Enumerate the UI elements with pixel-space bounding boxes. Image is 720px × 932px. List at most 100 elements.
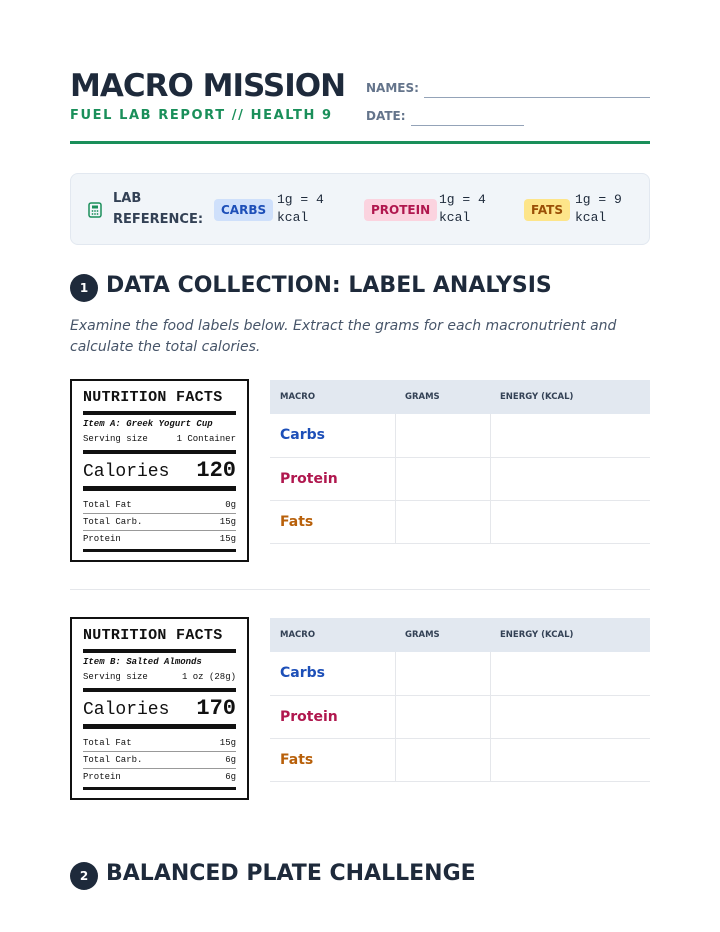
energy-cell[interactable] (490, 695, 650, 739)
macro-name: Fats (270, 500, 396, 544)
nutrient-row: Total Fat 15g (83, 735, 236, 752)
reference-label: LAB REFERENCE: (113, 191, 204, 227)
nutrient-label: Protein (83, 772, 121, 782)
table-row: Carbs (270, 414, 650, 458)
table-row: Protein (270, 457, 650, 501)
reference-box: LAB REFERENCE: CARBS 1g = 4 kcal PROTEIN… (70, 173, 650, 245)
table-row: Fats (270, 738, 650, 782)
macro-name: Carbs (270, 414, 396, 458)
serving-value: 1 Container (176, 434, 236, 444)
grams-cell[interactable] (395, 738, 491, 782)
names-label: NAMES: (366, 81, 419, 95)
nutrient-label: Total Carb. (83, 755, 143, 765)
energy-cell[interactable] (490, 500, 650, 544)
nutrient-value: 15g (219, 517, 236, 527)
fats-value: 1g = 9 kcal (575, 192, 622, 225)
calories-row: Calories 120 (83, 458, 236, 483)
title: MACRO MISSION (70, 68, 346, 104)
section-title: DATA COLLECTION: LABEL ANALYSIS (106, 273, 552, 298)
instructions: Examine the food labels below. Extract t… (70, 318, 617, 355)
carbs-tag: CARBS (214, 199, 274, 221)
date-field[interactable] (411, 125, 524, 126)
rule (83, 450, 236, 454)
energy-cell[interactable] (490, 652, 650, 696)
grams-cell[interactable] (395, 695, 491, 739)
macro-name: Protein (270, 695, 396, 739)
nutrient-row: Total Carb. 15g (83, 514, 236, 531)
nutrient-label: Total Fat (83, 500, 132, 510)
grams-cell[interactable] (395, 652, 491, 696)
facts-title: NUTRITION FACTS (83, 627, 223, 644)
nutrition-label: NUTRITION FACTS Item A: Greek Yogurt Cup… (70, 379, 249, 562)
macro-table: MACRO GRAMS ENERGY (KCAL) Carbs Protein Fa… (270, 618, 650, 782)
macro-table: MACRO GRAMS ENERGY (KCAL) Carbs Protein Fa… (270, 380, 650, 544)
nutrient-value: 6g (225, 772, 236, 782)
calories-label: Calories (83, 462, 170, 482)
fats-tag: FATS (524, 199, 571, 221)
table-header: MACRO GRAMS ENERGY (KCAL) (270, 618, 650, 652)
nutrient-label: Protein (83, 534, 121, 544)
facts-title: NUTRITION FACTS (83, 389, 223, 406)
nutrient-value: 0g (225, 500, 236, 510)
macro-name: Carbs (270, 652, 396, 696)
nutrient-value: 15g (219, 738, 236, 748)
serving-row: Serving size 1 oz (28g) (83, 672, 236, 682)
grams-cell[interactable] (395, 457, 491, 501)
table-row: Carbs (270, 652, 650, 696)
column-header: GRAMS (395, 380, 490, 414)
names-field[interactable] (424, 97, 650, 98)
column-header: ENERGY (KCAL) (490, 380, 650, 414)
protein-value: 1g = 4 kcal (439, 192, 486, 225)
table-row: Protein (270, 695, 650, 739)
column-header: MACRO (270, 618, 395, 652)
serving-label: Serving size (83, 672, 148, 682)
nutrient-value: 6g (225, 755, 236, 765)
date-label: DATE: (366, 109, 406, 123)
rule (83, 486, 236, 491)
item-name: Item B: Salted Almonds (83, 657, 202, 667)
column-header: ENERGY (KCAL) (490, 618, 650, 652)
calories-label: Calories (83, 700, 170, 720)
column-header: GRAMS (395, 618, 490, 652)
table-header: MACRO GRAMS ENERGY (KCAL) (270, 380, 650, 414)
nutrition-label: NUTRITION FACTS Item B: Salted Almonds S… (70, 617, 249, 800)
rule (83, 649, 236, 653)
energy-cell[interactable] (490, 457, 650, 501)
grams-cell[interactable] (395, 500, 491, 544)
energy-cell[interactable] (490, 414, 650, 458)
rule (83, 787, 236, 790)
rule (83, 411, 236, 415)
nutrient-row: Protein 6g (83, 769, 236, 785)
calories-value: 120 (196, 458, 236, 483)
divider (70, 589, 650, 590)
protein-tag: PROTEIN (364, 199, 438, 221)
serving-value: 1 oz (28g) (181, 672, 236, 682)
rule (83, 724, 236, 729)
item-name: Item A: Greek Yogurt Cup (83, 419, 213, 429)
energy-cell[interactable] (490, 738, 650, 782)
rule (83, 549, 236, 552)
nutrient-value: 15g (219, 534, 236, 544)
table-row: Fats (270, 500, 650, 544)
macro-name: Fats (270, 738, 396, 782)
section-number: 1 (70, 274, 98, 302)
macro-name: Protein (270, 457, 396, 501)
carbs-value: 1g = 4 kcal (277, 192, 324, 225)
nutrient-row: Protein 15g (83, 531, 236, 547)
calories-value: 170 (196, 696, 236, 721)
nutrient-label: Total Carb. (83, 517, 143, 527)
nutrient-label: Total Fat (83, 738, 132, 748)
header-rule (70, 141, 650, 144)
grams-cell[interactable] (395, 414, 491, 458)
section-title: BALANCED PLATE CHALLENGE (106, 861, 476, 886)
nutrient-row: Total Carb. 6g (83, 752, 236, 769)
nutrient-row: Total Fat 0g (83, 497, 236, 514)
subtitle: FUEL LAB REPORT // HEALTH 9 (70, 108, 333, 123)
calories-row: Calories 170 (83, 696, 236, 721)
section-number: 2 (70, 862, 98, 890)
calculator-icon (88, 202, 102, 218)
serving-label: Serving size (83, 434, 148, 444)
serving-row: Serving size 1 Container (83, 434, 236, 444)
